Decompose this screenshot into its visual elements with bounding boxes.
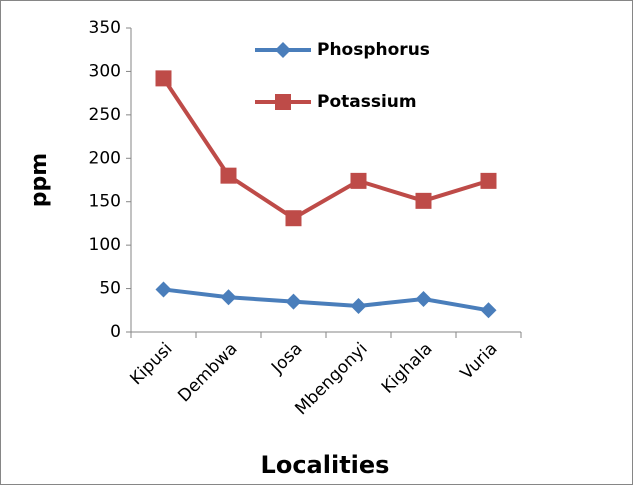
- y-tick-label: 350: [89, 18, 121, 38]
- legend-marker: [275, 94, 291, 110]
- data-point: [220, 289, 237, 306]
- y-tick-label: 300: [89, 61, 121, 81]
- x-axis-label: Localities: [261, 451, 390, 479]
- y-tick-label: 250: [89, 105, 121, 125]
- series-line: [163, 287, 489, 313]
- data-point: [480, 172, 497, 189]
- y-tick-label: 0: [110, 322, 121, 342]
- data-point: [415, 290, 432, 307]
- data-point: [480, 302, 497, 319]
- data-point: [220, 167, 237, 184]
- y-tick-label: 100: [89, 235, 121, 255]
- data-point: [155, 281, 172, 298]
- y-tick-label: 50: [99, 279, 121, 299]
- legend-label: Phosphorus: [317, 40, 430, 60]
- data-point: [155, 70, 172, 87]
- y-tick-label: 150: [89, 192, 121, 212]
- data-point: [415, 192, 432, 209]
- series-line: [161, 77, 490, 221]
- legend-label: Potassium: [317, 92, 417, 112]
- data-point: [285, 210, 302, 227]
- data-point: [285, 293, 302, 310]
- data-point: [350, 297, 367, 314]
- y-axis-label: ppm: [27, 153, 52, 207]
- legend-marker: [275, 42, 291, 58]
- data-point: [350, 172, 367, 189]
- y-tick-label: 200: [89, 148, 121, 168]
